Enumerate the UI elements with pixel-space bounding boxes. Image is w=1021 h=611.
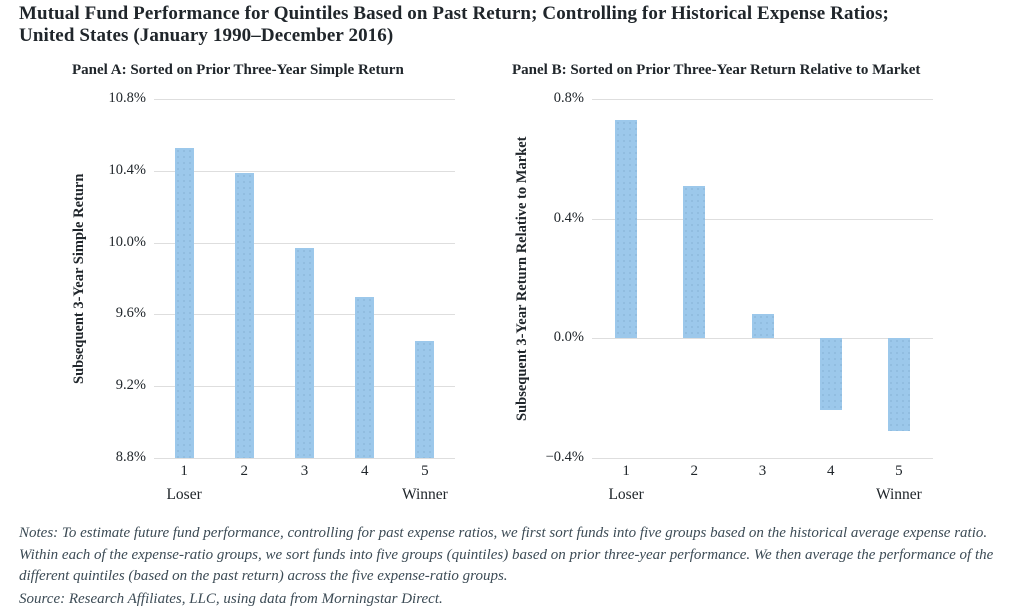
x-tick-label: 4 [360,463,369,479]
gridline [592,99,933,100]
x-axis-sublabel-winner: Winner [401,486,448,503]
y-tick-label: 0.8% [553,89,584,106]
x-tick-label: 1 [622,463,630,479]
y-tick-label: 9.6% [115,305,146,322]
gridline [154,170,455,172]
y-tick-label: 8.8% [115,448,146,465]
x-tick-label: 5 [895,463,903,479]
gridline [592,458,933,459]
x-axis-sublabel-winner: Winner [875,486,922,503]
y-tick-label: −0.4% [545,448,584,465]
y-tick-label: 10.8% [108,89,146,106]
y-tick-label: 10.0% [108,233,146,250]
figure-source: Source: Research Affiliates, LLC, using … [19,591,443,607]
x-tick-label: 3 [758,463,767,479]
figure-title: Mutual Fund Performance for Quintiles Ba… [19,3,889,46]
y-tick-label: 0.0% [553,329,584,346]
x-tick-label: 2 [690,463,699,479]
bar-quintile-5 [415,341,435,458]
gridline [154,99,455,100]
panel-a-y-axis-label: Subsequent 3-Year Simple Return [71,173,87,384]
y-tick-label: 10.4% [108,161,146,178]
gridline [154,242,455,244]
x-tick-label: 2 [240,463,249,479]
panel-a-plot-area: 10.8% 10.4% 10.0% 9.6% 9.2% 8.8% 1 Loser 2 3 4 5 Win… [109,90,455,503]
panel-b-y-axis-label: Subsequent 3-Year Return Relative to Mar… [514,136,530,421]
y-tick-label: 0.4% [553,209,584,226]
bar-quintile-2 [683,185,706,339]
x-tick-label: 5 [421,463,429,479]
figure-notes: Notes: To estimate future fund performan… [19,525,994,584]
gridline [592,338,933,340]
x-tick-label: 1 [180,463,188,479]
bar-quintile-4 [355,296,375,458]
bar-quintile-1 [615,119,638,339]
x-tick-label: 3 [300,463,309,479]
bar-quintile-1 [174,147,194,458]
bar-quintile-3 [751,314,774,339]
bar-quintile-2 [234,172,254,458]
panel-b-plot-area: 0.8% 0.4% 0.0% −0.4% 1 Loser 2 3 4 5 Winner [546,90,933,503]
y-tick-label: 9.2% [115,377,146,394]
x-axis-sublabel-loser: Loser [166,486,202,503]
bar-quintile-3 [295,248,314,458]
panel-a-title: Panel A: Sorted on Prior Three-Year Simp… [72,62,404,78]
figure-title-line2: United States (January 1990–December 201… [19,24,394,46]
figure-title-line1: Mutual Fund Performance for Quintiles Ba… [19,3,889,24]
bar-quintile-4 [819,338,842,411]
x-axis-sublabel-loser: Loser [608,486,644,503]
gridline [154,458,455,459]
panel-b-title: Panel B: Sorted on Prior Three-Year Retu… [512,62,921,78]
bar-quintile-5 [887,338,910,431]
gridline [592,218,933,220]
x-tick-label: 4 [826,463,835,479]
